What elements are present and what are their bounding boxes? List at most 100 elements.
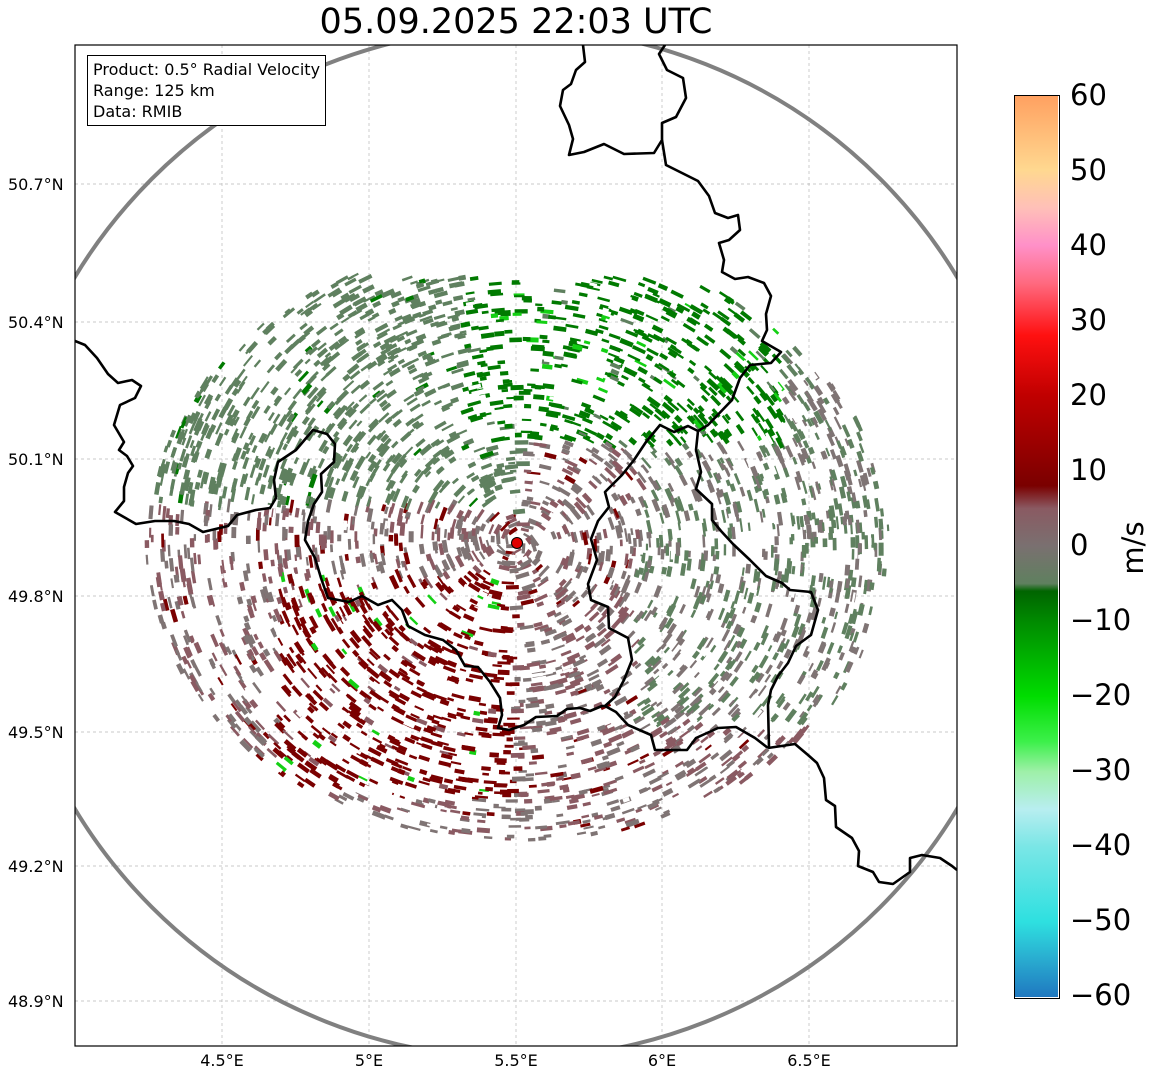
echo-gate xyxy=(410,297,421,306)
echo-gate xyxy=(204,448,213,460)
echo-gate xyxy=(441,539,449,553)
echo-gate xyxy=(518,567,530,574)
echo-gate xyxy=(752,756,762,766)
echo-gate xyxy=(675,327,687,337)
echo-gate xyxy=(545,671,557,677)
echo-gate xyxy=(698,704,711,717)
echo-gate xyxy=(513,293,525,296)
echo-gate xyxy=(664,617,674,630)
echo-gate xyxy=(729,675,739,687)
echo-gate xyxy=(494,758,507,764)
echo-gate xyxy=(379,399,388,408)
echo-gate xyxy=(611,330,625,337)
echo-gate xyxy=(690,557,696,571)
echo-gate xyxy=(481,543,492,558)
echo-gate xyxy=(408,509,416,520)
echo-gate xyxy=(395,558,401,569)
echo-gate xyxy=(608,415,615,421)
echo-gate xyxy=(788,390,797,402)
echo-gate xyxy=(826,433,835,447)
echo-gate xyxy=(184,493,190,505)
echo-gate xyxy=(634,308,645,316)
echo-gate xyxy=(313,293,326,303)
echo-gate xyxy=(801,480,808,494)
echo-gate xyxy=(571,378,583,385)
echo-gate xyxy=(655,707,669,719)
echo-gate xyxy=(556,531,562,540)
echo-gate xyxy=(384,814,394,821)
echo-gate xyxy=(805,691,814,702)
echo-gate xyxy=(390,766,399,773)
echo-gate xyxy=(542,350,554,357)
echo-gate xyxy=(793,604,801,614)
echo-gate xyxy=(678,474,688,487)
echo-gate xyxy=(381,288,396,299)
echo-gate xyxy=(410,357,420,364)
echo-gate xyxy=(329,544,334,553)
echo-gate xyxy=(524,403,532,409)
echo-gate xyxy=(850,577,857,588)
echo-gate xyxy=(541,363,553,370)
echo-gate xyxy=(603,741,613,749)
echo-gate xyxy=(661,662,669,670)
echo-gate xyxy=(578,431,587,437)
echo-gate xyxy=(663,378,676,389)
colorbar-tick-label: −30 xyxy=(1070,753,1132,787)
echo-gate xyxy=(856,459,864,473)
echo-gate xyxy=(391,703,400,712)
echo-gate xyxy=(335,454,343,463)
echo-gate xyxy=(513,395,524,401)
echo-gate xyxy=(404,736,416,745)
echo-gate xyxy=(408,418,415,424)
echo-gate xyxy=(832,406,840,416)
echo-gate xyxy=(609,545,613,555)
echo-gate xyxy=(193,417,203,432)
echo-gate xyxy=(473,605,485,614)
echo-gate xyxy=(405,295,415,302)
echo-gate xyxy=(293,567,299,575)
lon-tick-label: 4.5°E xyxy=(200,1051,244,1070)
echo-gate xyxy=(368,703,377,711)
echo-gate xyxy=(465,308,479,315)
echo-gate xyxy=(234,653,243,665)
echo-gate xyxy=(838,486,847,499)
echo-gate xyxy=(267,335,277,346)
echo-gate xyxy=(441,716,452,722)
echo-gate xyxy=(418,278,426,285)
echo-gate xyxy=(403,316,416,325)
echo-gate xyxy=(223,397,234,411)
echo-gate xyxy=(330,732,338,739)
echo-gate xyxy=(440,753,453,760)
echo-gate xyxy=(463,371,476,378)
echo-gate xyxy=(384,416,393,425)
echo-gate xyxy=(255,719,265,731)
echo-gate xyxy=(624,470,634,481)
echo-gate xyxy=(564,590,577,603)
echo-gate xyxy=(231,460,238,470)
echo-gate xyxy=(215,538,219,549)
echo-gate xyxy=(573,674,583,682)
echo-gate xyxy=(536,601,545,608)
echo-gate xyxy=(691,686,702,696)
echo-gate xyxy=(174,649,183,661)
echo-gate xyxy=(858,575,863,588)
echo-gate xyxy=(145,554,149,565)
echo-gate xyxy=(679,682,690,692)
echo-gate xyxy=(575,686,584,692)
echo-gate xyxy=(440,808,447,813)
echo-gate xyxy=(771,353,783,365)
echo-gate xyxy=(307,417,316,427)
echo-gate xyxy=(858,649,864,659)
echo-gate xyxy=(561,414,576,422)
echo-gate xyxy=(570,681,581,688)
echo-gate xyxy=(561,776,573,781)
echo-gate xyxy=(427,658,437,667)
echo-gate xyxy=(283,739,297,751)
echo-gate xyxy=(243,417,251,427)
echo-gate xyxy=(299,616,307,626)
echo-gate xyxy=(647,599,654,609)
echo-gate xyxy=(782,701,791,711)
echo-gate xyxy=(721,382,734,396)
echo-gate xyxy=(698,766,709,774)
echo-gate xyxy=(245,563,251,574)
